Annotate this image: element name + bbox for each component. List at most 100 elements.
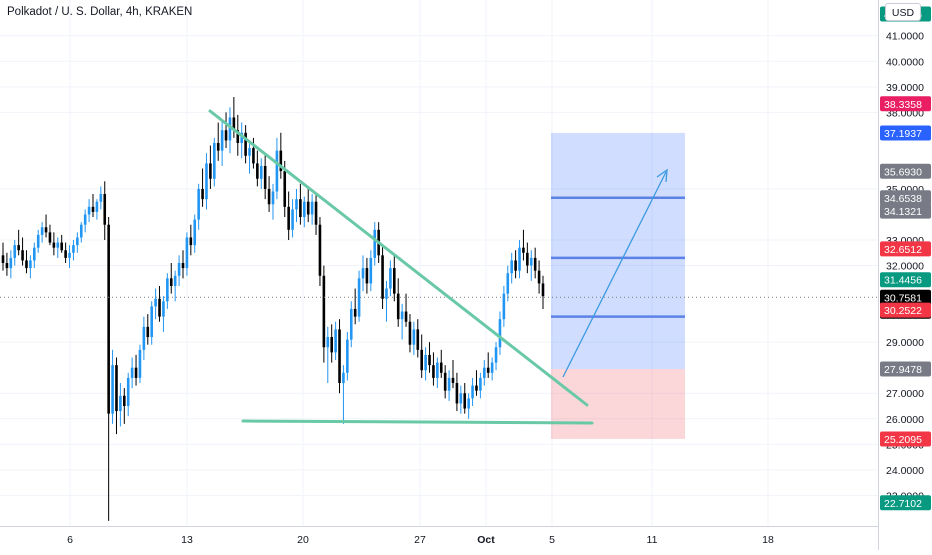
candle [381,245,384,309]
descending-trendline[interactable] [208,109,589,407]
candle [479,372,482,399]
svg-text:32.6512: 32.6512 [884,244,922,256]
time-tick-label: Oct [477,534,495,546]
price-tag: 30.2522 [880,302,931,318]
candle [213,137,216,187]
candle [338,319,341,394]
profit-zone[interactable] [551,132,685,370]
price-tag: 32.6512 [880,241,931,257]
candle [310,194,314,225]
candle [259,158,263,189]
price-tick-label: 27.0000 [886,388,924,400]
price-tick-label: 29.0000 [886,337,924,349]
price-tag: 34.6538 [880,190,931,206]
time-tick-label: 11 [647,534,658,546]
support-line[interactable] [241,419,594,425]
symbol-title: Polkadot / U. S. Dollar, 4h, KRAKEN [7,6,193,18]
svg-text:30.7581: 30.7581 [884,292,922,304]
candle [400,303,404,340]
candle [295,188,298,223]
candle [209,145,212,189]
candle [459,385,463,414]
candle [451,360,455,389]
candle [185,232,189,276]
candle [205,153,208,210]
candle [475,370,478,396]
candle [107,217,110,521]
candle [361,255,365,292]
candle [5,252,9,276]
candle [263,153,267,200]
candle [420,334,423,378]
price-tag: 34.1321 [880,203,931,219]
price-tick-label: 26.0000 [886,414,924,426]
candle [291,199,294,238]
candle [404,293,408,327]
svg-text:35.6930: 35.6930 [884,166,922,178]
candle [353,288,357,325]
candle [322,265,326,363]
candle [271,183,275,220]
candle [244,125,247,164]
candle [134,354,138,386]
price-tick-label: 39.0000 [886,82,924,94]
candle [256,150,259,187]
candle [76,232,79,253]
candle [432,352,435,386]
candle [318,217,322,286]
candle [373,222,377,266]
svg-text:34.6538: 34.6538 [884,193,922,205]
candle [173,270,177,302]
svg-text:30.2522: 30.2522 [884,305,922,317]
currency-button[interactable]: USD [885,3,921,21]
time-tick-label: 13 [181,534,193,546]
time-tick-label: 27 [414,534,426,546]
candle [240,122,243,159]
candle [526,242,529,274]
candle [463,383,467,414]
candle [142,316,146,361]
candle [396,278,400,327]
price-tag: 37.1937 [880,125,931,141]
candle [169,263,173,294]
candle [447,370,451,401]
candle [17,229,20,256]
candle [1,242,5,271]
candle [393,255,396,302]
candle [228,107,232,154]
price-tick-label: 32.0000 [886,261,924,273]
candle [279,132,283,179]
projection-arrow[interactable] [562,171,667,378]
candle [533,247,537,279]
svg-text:31.4456: 31.4456 [884,275,922,287]
candle [483,360,486,386]
candle [498,311,502,355]
time-tick-label: 6 [67,534,73,546]
candle [162,296,165,332]
loss-zone[interactable] [551,369,685,439]
candle [64,242,67,263]
svg-text:38.3358: 38.3358 [884,99,922,111]
candle [158,285,161,322]
candle [357,270,361,322]
candle [299,183,302,225]
candle [216,122,220,161]
candle [346,331,349,381]
candle [99,186,103,210]
candle [467,393,470,419]
candle [123,388,126,424]
candle [79,222,83,243]
candle [91,194,95,218]
price-tag: 22.7102 [880,495,931,511]
candle [314,194,318,235]
candle [52,232,56,256]
arrow-head-icon [656,168,668,183]
candle [193,214,197,253]
price-tag: 30.7581 [880,289,931,305]
candle [342,365,345,424]
candle [330,324,333,363]
candle [166,273,169,309]
candle [412,321,416,355]
